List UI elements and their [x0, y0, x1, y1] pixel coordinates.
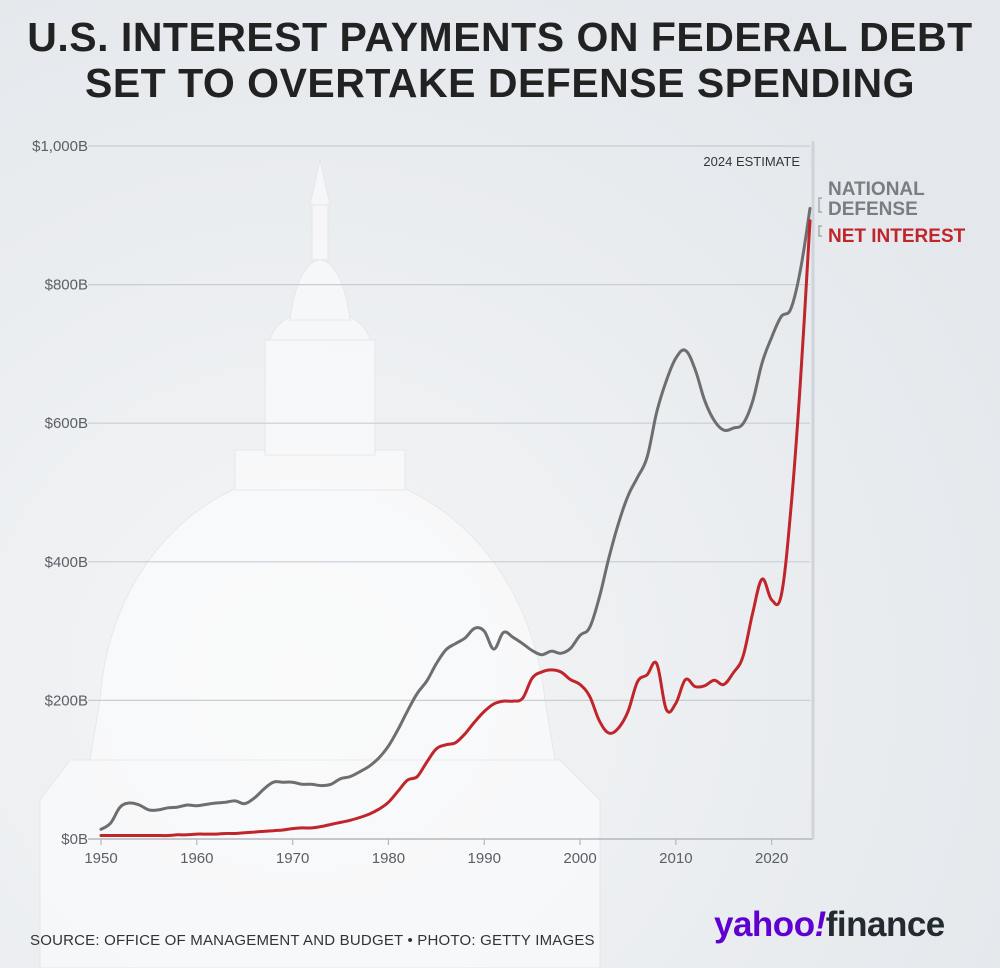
x-tick-label: 1950: [84, 850, 117, 867]
chart-labels: $0B $200B $400B $600B $800B $1,000B 1950 1960 19…: [32, 138, 966, 867]
x-tick-label: 1970: [276, 850, 309, 867]
yahoo-finance-logo: yahoo!finance: [714, 905, 945, 945]
series-line-national-defense: [99, 206, 812, 831]
interest-bracket: [818, 225, 822, 237]
x-tick-label: 2010: [659, 850, 692, 867]
x-tick-label: 1990: [468, 850, 501, 867]
brand-part-1: yahoo: [714, 905, 815, 944]
source-note: SOURCE: OFFICE OF MANAGEMENT AND BUDGET …: [30, 932, 595, 949]
y-tick-label: $1,000B: [32, 138, 88, 155]
chart-grid: [88, 145, 810, 702]
y-tick-label: $200B: [45, 692, 88, 709]
chart-series: [99, 206, 812, 838]
x-tick-label: 1980: [372, 850, 405, 867]
defense-bracket: [818, 197, 822, 213]
series-line-net-interest: [99, 219, 812, 838]
x-tick-label: 1960: [180, 850, 213, 867]
series-label-national-defense-1: NATIONAL: [828, 179, 925, 200]
y-tick-label: $0B: [61, 831, 88, 848]
capitol-dome-photo: [39, 159, 601, 968]
x-tick-label: 2020: [755, 850, 788, 867]
brand-part-2: finance: [825, 905, 946, 944]
y-tick-label: $400B: [45, 554, 88, 571]
chart-axes: [88, 141, 815, 845]
estimate-annotation: 2024 ESTIMATE: [703, 154, 800, 169]
title-line-1: U.S. INTEREST PAYMENTS ON FEDERAL DEBT: [27, 14, 973, 60]
title-line-2: SET TO OVERTAKE DEFENSE SPENDING: [84, 60, 916, 106]
brand-bang: !: [814, 905, 827, 944]
x-tick-label: 2000: [563, 850, 596, 867]
y-tick-label: $600B: [45, 415, 88, 432]
y-tick-label: $800B: [45, 277, 88, 294]
chart-title: U.S. INTEREST PAYMENTS ON FEDERAL DEBT S…: [0, 14, 1000, 106]
series-label-national-defense-2: DEFENSE: [828, 199, 918, 220]
series-label-net-interest: NET INTEREST: [828, 226, 966, 247]
